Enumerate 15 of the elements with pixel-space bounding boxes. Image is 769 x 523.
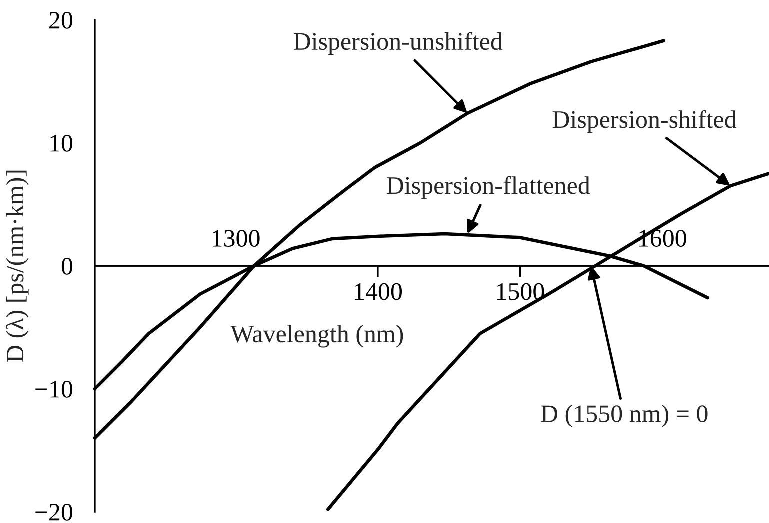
y-tick-label: −10 bbox=[36, 381, 73, 398]
y-axis-title: D (λ) [ps/(nm·km)] bbox=[6, 170, 29, 362]
annotation: Dispersion-shifted bbox=[552, 110, 737, 134]
annotation: Dispersion-unshifted bbox=[294, 32, 503, 56]
y-tick-label: −20 bbox=[36, 504, 73, 521]
y-tick-label: 20 bbox=[50, 12, 73, 29]
x-tick-label: 1400 bbox=[355, 283, 402, 300]
x-axis-title: Wavelength (nm) bbox=[230, 325, 404, 348]
x2-tick-label: 1300 bbox=[212, 230, 260, 248]
y-tick-label: 0 bbox=[62, 258, 73, 275]
annotation: D (1550 nm) = 0 bbox=[541, 404, 708, 428]
x-tick-label: 1500 bbox=[497, 283, 544, 300]
x2-tick-label: 1600 bbox=[640, 230, 686, 248]
annotation: Dispersion-flattened bbox=[387, 176, 590, 200]
y-tick-label: 10 bbox=[50, 135, 73, 152]
